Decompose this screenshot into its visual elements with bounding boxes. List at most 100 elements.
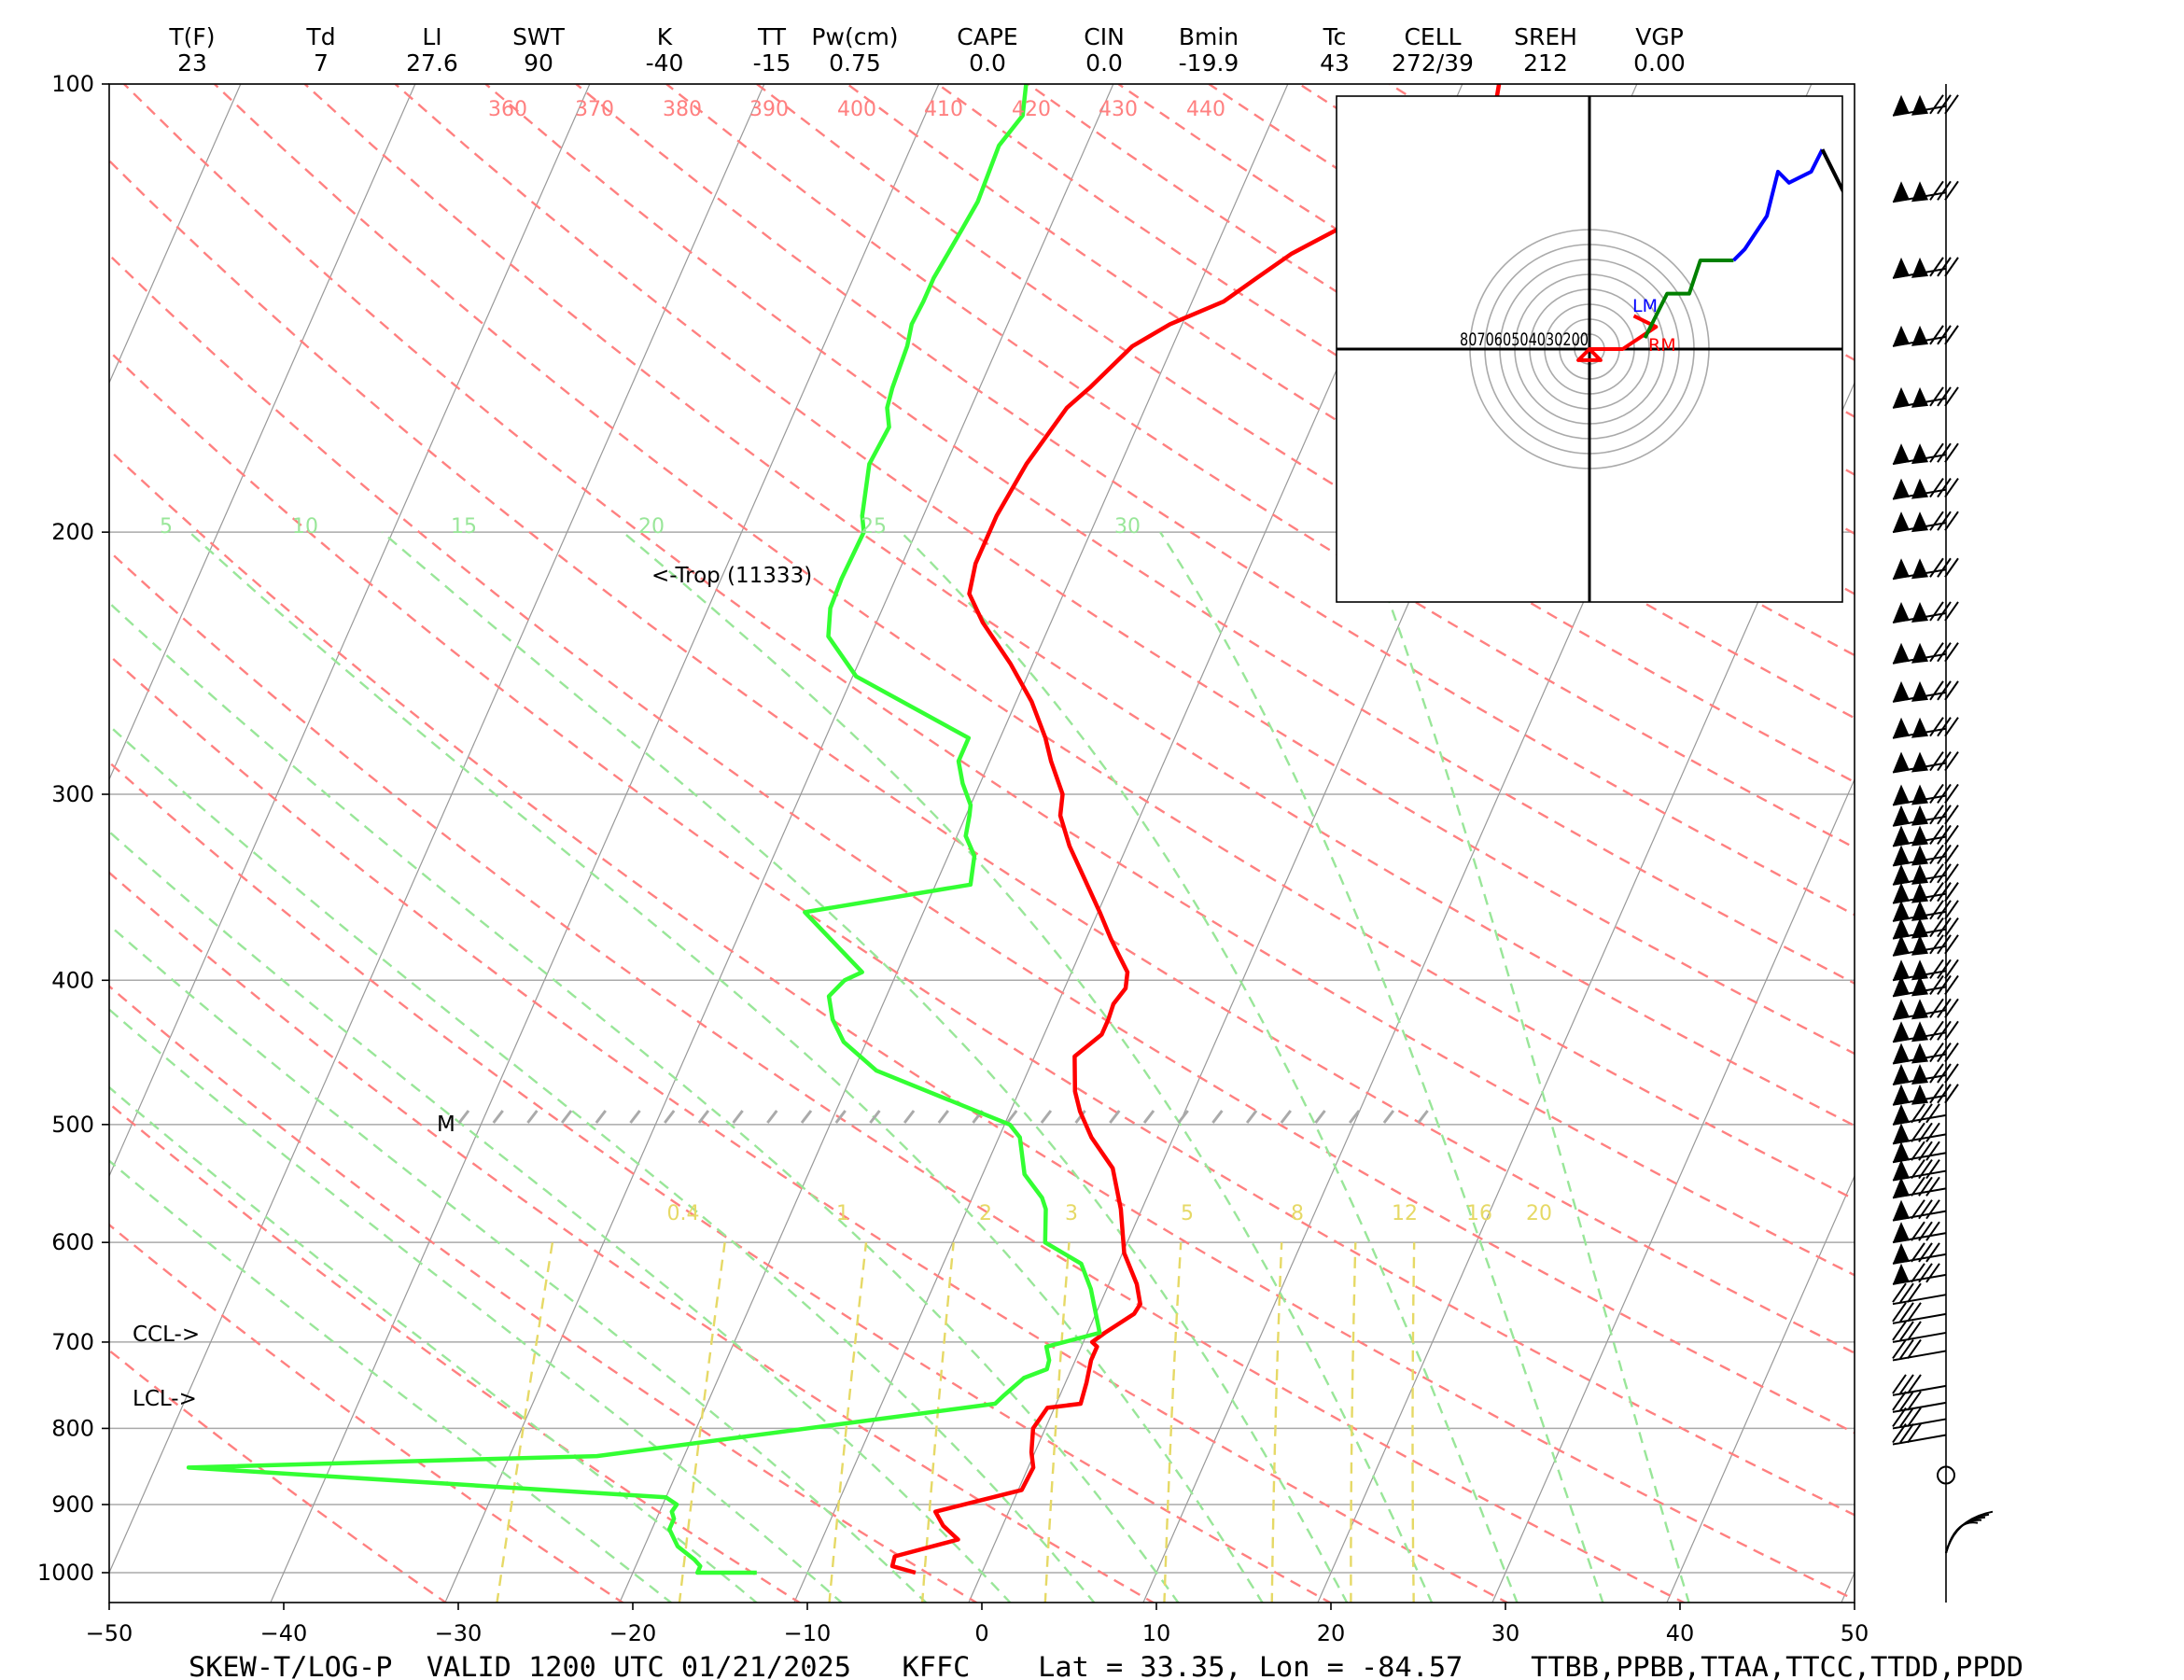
dry-adiabat-label: 410 xyxy=(924,98,963,121)
moist-adiabat xyxy=(109,723,1096,1603)
level-tick xyxy=(492,1110,504,1124)
wind-barb xyxy=(1892,1176,1947,1199)
dry-adiabat xyxy=(109,653,1510,1603)
moist-adiabat-label: 10 xyxy=(292,515,318,539)
mixing-ratio-line xyxy=(1043,1242,1071,1603)
wind-barb xyxy=(1892,680,1959,703)
surface-wind-barbs xyxy=(1945,1510,1994,1554)
wind-barb xyxy=(1892,642,1959,665)
y-tick-label: 100 xyxy=(51,71,94,97)
y-tick-label: 500 xyxy=(51,1112,94,1138)
mixing-ratio-line xyxy=(1163,1242,1183,1603)
wind-barb xyxy=(1892,442,1959,466)
dry-adiabat xyxy=(109,761,1333,1603)
wind-barb xyxy=(1892,824,1959,847)
moist-adiabat-label: 25 xyxy=(861,515,887,539)
level-tick xyxy=(457,1110,470,1124)
wind-barb xyxy=(1892,974,1959,998)
mixing-ratio-line xyxy=(1411,1242,1416,1603)
wind-barb xyxy=(1892,1282,1947,1306)
dry-adiabat xyxy=(213,84,1855,1201)
mixing-ratio-label: 0.4 xyxy=(667,1202,700,1225)
level-tick xyxy=(766,1110,778,1124)
wind-barb xyxy=(1892,863,1959,886)
footer-title: SKEW-T/LOG-P VALID 1200 UTC 01/21/2025 K… xyxy=(189,1651,2023,1680)
moist-adiabat xyxy=(109,1159,673,1603)
y-tick-label: 400 xyxy=(51,967,94,993)
wind-barb xyxy=(1892,1084,1959,1106)
moist-adiabat xyxy=(109,601,1180,1603)
y-axis: 100 200 300 400 500 600 700 800 900 1000 xyxy=(37,71,109,1586)
x-tick-label: 40 xyxy=(1666,1620,1695,1646)
level-tick xyxy=(664,1110,676,1124)
lcl-label: LCL-> xyxy=(133,1387,197,1411)
header-value: 7 xyxy=(314,49,329,77)
header-value: 23 xyxy=(177,49,207,77)
header-label: K xyxy=(657,23,673,50)
isotherm xyxy=(109,84,416,781)
tropopause-label: <-Trop (11333) xyxy=(651,564,812,588)
dry-adiabat xyxy=(756,84,1855,784)
header-label: VGP xyxy=(1635,23,1684,50)
isotherm xyxy=(109,84,765,1575)
y-tick-label: 900 xyxy=(51,1491,94,1518)
hodograph-trace xyxy=(1643,259,1734,339)
dry-adiabat xyxy=(109,1223,625,1603)
header-label: Pw(cm) xyxy=(811,23,898,50)
moist-adiabat-label: 30 xyxy=(1114,515,1141,539)
sounding-profiles xyxy=(186,84,1502,1575)
dry-adiabat xyxy=(123,84,1855,1277)
isotherm xyxy=(1491,777,1855,1603)
wind-barb xyxy=(1892,1221,1947,1244)
dry-adiabat-label: 420 xyxy=(1012,98,1051,121)
hodograph-ring-labels: 807060504030200 xyxy=(1460,329,1589,350)
header-label: Bmin xyxy=(1179,23,1239,50)
x-tick-label: −30 xyxy=(435,1620,483,1646)
mixing-ratio-label: 16 xyxy=(1466,1202,1492,1225)
x-tick-label: −10 xyxy=(784,1620,832,1646)
isotherm xyxy=(270,84,940,1603)
dry-adiabat xyxy=(303,84,1855,1127)
level-tick xyxy=(1006,1110,1018,1124)
isotherm xyxy=(444,84,1114,1603)
level-tick xyxy=(526,1110,539,1124)
wind-barb xyxy=(1892,844,1959,867)
header-label: CELL xyxy=(1404,23,1461,50)
mixing-ratio-line xyxy=(1350,1242,1357,1603)
header-value: 0.0 xyxy=(1085,49,1123,77)
dewpoint-line xyxy=(186,84,1102,1575)
header-label: LI xyxy=(422,23,441,50)
header-value: 0.75 xyxy=(829,49,881,77)
background-lines xyxy=(0,84,2184,1604)
isotherm xyxy=(619,84,1289,1603)
wind-barb xyxy=(1892,1391,1947,1413)
isotherm xyxy=(2015,84,2184,1604)
x-tick-label: 50 xyxy=(1841,1620,1869,1646)
wind-barb xyxy=(1892,557,1959,581)
wind-barb xyxy=(1892,1242,1947,1265)
dry-adiabat-label: 360 xyxy=(488,98,527,121)
header-value: 90 xyxy=(524,49,553,77)
wind-barb xyxy=(1892,1263,1947,1285)
wind-barb xyxy=(1892,1199,1947,1222)
header-value: 43 xyxy=(1320,49,1350,77)
wind-barb xyxy=(1892,1422,1947,1446)
y-tick-label: 600 xyxy=(51,1229,94,1255)
header-label: TT xyxy=(757,23,787,50)
wind-barb xyxy=(1892,180,1959,203)
wind-barb xyxy=(1892,325,1959,347)
x-tick-label: 0 xyxy=(974,1620,988,1646)
x-tick-label: 10 xyxy=(1142,1620,1171,1646)
isotherm xyxy=(0,84,66,1604)
header-value: 27.6 xyxy=(406,49,458,77)
y-tick-label: 300 xyxy=(51,781,94,807)
dry-adiabat xyxy=(109,159,1855,1354)
dry-adiabat-label: 440 xyxy=(1186,98,1225,121)
mixing-ratio-label: 12 xyxy=(1392,1202,1418,1225)
hodograph-trace xyxy=(1576,314,1659,362)
y-tick-label: 700 xyxy=(51,1329,94,1355)
mixing-ratio-line xyxy=(828,1242,868,1603)
hodograph-trace xyxy=(1820,148,1842,194)
header-label: CIN xyxy=(1084,23,1125,50)
